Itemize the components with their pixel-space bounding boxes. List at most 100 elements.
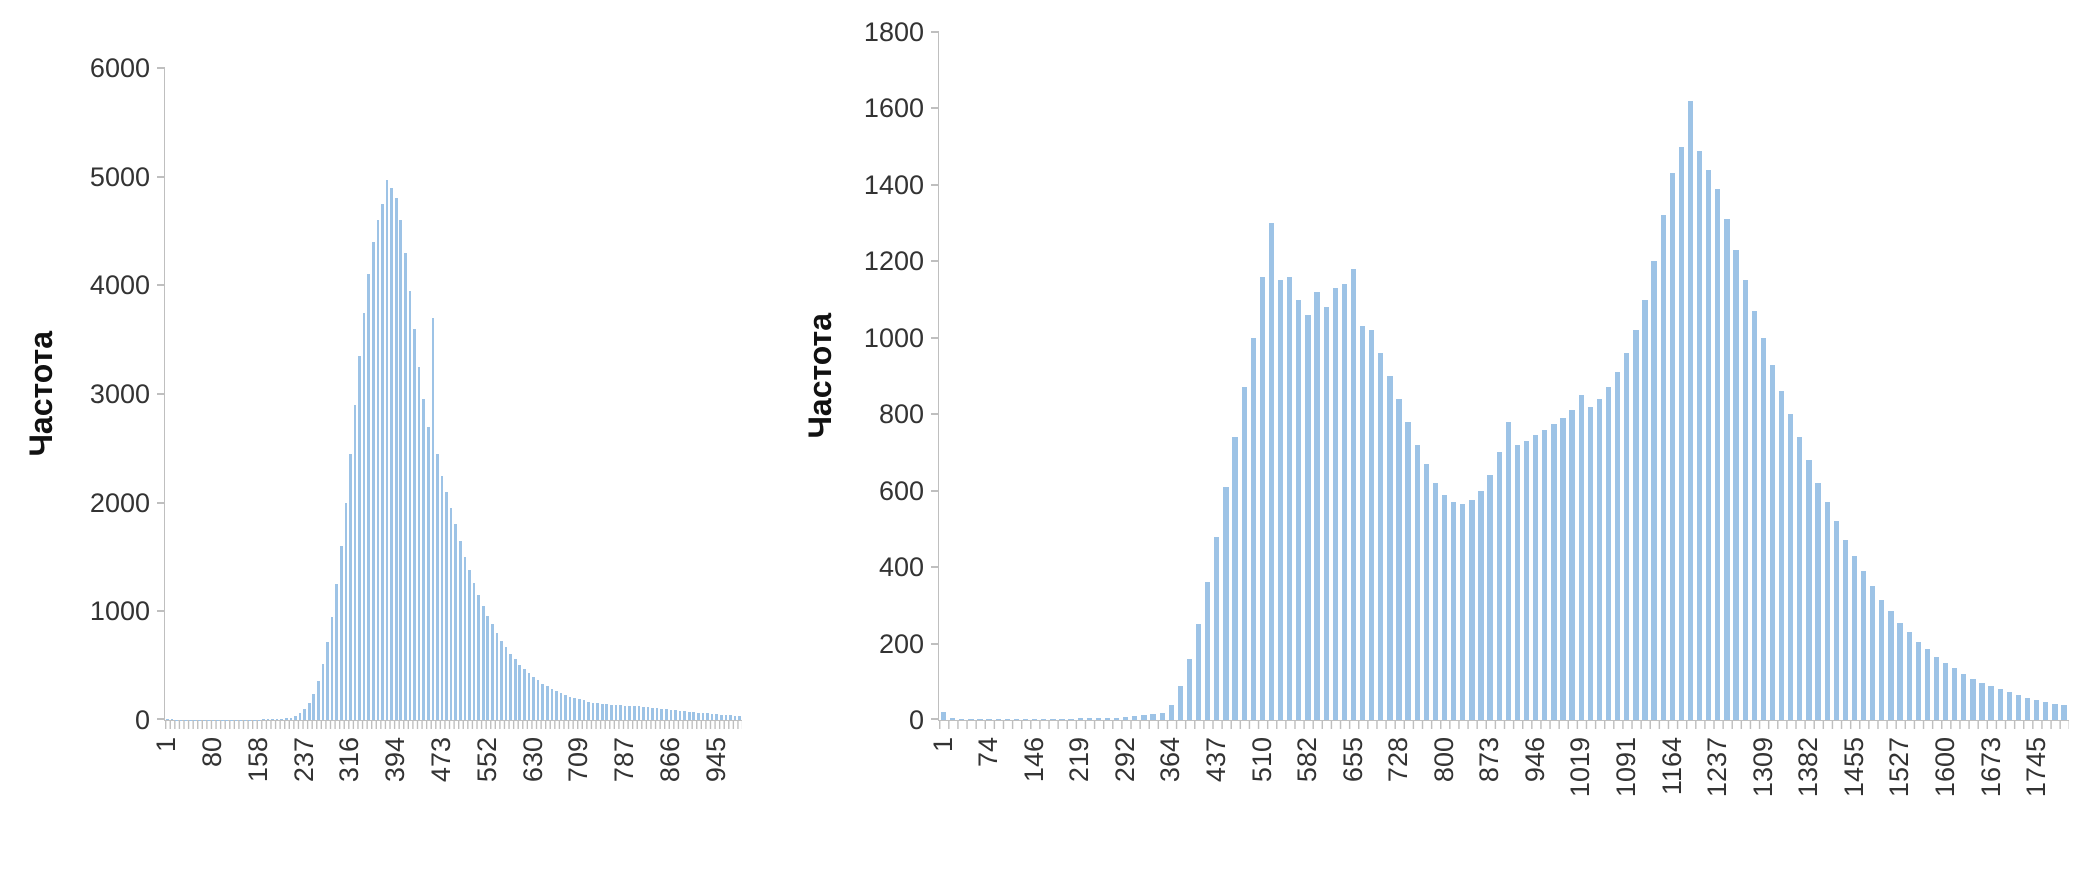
bar-slot (1504, 32, 1513, 720)
bar-slot (389, 68, 394, 720)
bar-slot (215, 68, 220, 720)
bar-slot (1249, 32, 1258, 720)
bar (710, 713, 714, 720)
bar-slot (609, 68, 614, 720)
bar (1860, 570, 1867, 720)
bar (1778, 391, 1785, 720)
bar-slot (174, 68, 179, 720)
bar (1150, 714, 1156, 720)
bar-slot (627, 68, 632, 720)
bar (303, 709, 306, 720)
bar (619, 705, 622, 720)
x-tick-label: 364 (1155, 737, 1186, 783)
bar-slot (1194, 32, 1203, 720)
bar (1186, 658, 1193, 720)
bar (1478, 490, 1484, 720)
bar (1387, 376, 1393, 720)
x-tick-label: 582 (1292, 737, 1323, 783)
bar-slot (1568, 32, 1577, 720)
y-tick-label: 0 (908, 705, 924, 735)
bar (1332, 288, 1338, 720)
bar-slot (591, 68, 596, 720)
bar (312, 693, 316, 720)
bar (578, 699, 581, 720)
y-tickmark (931, 413, 939, 416)
bar (1706, 169, 1712, 720)
bar-slot (1650, 32, 1659, 720)
y-tickmark (931, 183, 939, 186)
bar (697, 712, 700, 720)
bar-slot (257, 68, 262, 720)
y-tickmark (931, 566, 939, 569)
bar-slot (1914, 32, 1923, 720)
bar (349, 453, 352, 720)
bar-slot (252, 68, 257, 720)
y-tickmark (931, 107, 939, 110)
x-axis-labels: 1 74 146 219 292 364 437 510 582 655 728 800 873 946 1… (928, 729, 2069, 825)
bar (381, 203, 384, 720)
y-tickmark (157, 718, 165, 720)
bar-slot (211, 68, 216, 720)
bar (1906, 632, 1912, 720)
bar-slot (1331, 32, 1340, 720)
bar (1669, 173, 1675, 720)
bar-slot (1832, 32, 1841, 720)
bar (1159, 713, 1165, 720)
bar-slot (298, 68, 303, 720)
x-tick-label: 219 (1064, 737, 1095, 783)
bar (1633, 330, 1639, 720)
bar (362, 312, 366, 720)
bar-slot (1039, 32, 1048, 720)
x-tick-label: 873 (1474, 737, 1505, 783)
bar-slot (948, 32, 957, 720)
bar (486, 615, 490, 720)
bar (1578, 395, 1584, 720)
bar (646, 706, 650, 720)
bar (587, 701, 590, 720)
y-tick-label: 400 (878, 552, 924, 583)
bar (321, 663, 325, 720)
bar-slot (1786, 32, 1795, 720)
bar (367, 274, 371, 720)
bar (1041, 718, 1047, 720)
bar-slot (2059, 32, 2068, 720)
bar-slot (284, 68, 289, 720)
bar (1624, 353, 1630, 720)
bar-slot (618, 68, 623, 720)
bar (1542, 429, 1548, 720)
bar-slot (714, 68, 719, 720)
bar-slot (1905, 32, 1914, 720)
bar (1305, 314, 1311, 720)
bar (1961, 674, 1967, 720)
bar-slot (641, 68, 646, 720)
bar (2043, 702, 2049, 720)
bar-slot (1394, 32, 1403, 720)
bar-slot (669, 68, 674, 720)
bar-slot (1221, 32, 1230, 720)
bar-slot (614, 68, 619, 720)
bar-slot (467, 68, 472, 720)
bar-slot (2014, 32, 2023, 720)
bar-slot (966, 32, 975, 720)
bar (454, 524, 458, 720)
bar (1915, 641, 1921, 720)
bar (477, 595, 480, 720)
bar (1314, 291, 1320, 720)
bar-slot (1103, 32, 1112, 720)
bar-slot (1577, 32, 1586, 720)
bar (1022, 719, 1029, 720)
bar-slot (234, 68, 239, 720)
bar-slot (1240, 32, 1249, 720)
bar (637, 706, 641, 720)
bar (513, 659, 517, 720)
bar-slot (307, 68, 312, 720)
y-tick-label: 800 (878, 399, 924, 430)
bar (339, 546, 343, 720)
bar (445, 491, 448, 720)
bar (1487, 475, 1493, 720)
bar (449, 508, 453, 720)
y-axis-title-column: Частота (18, 68, 64, 720)
bar-slot (426, 68, 431, 720)
bar-slot (1631, 32, 1640, 720)
